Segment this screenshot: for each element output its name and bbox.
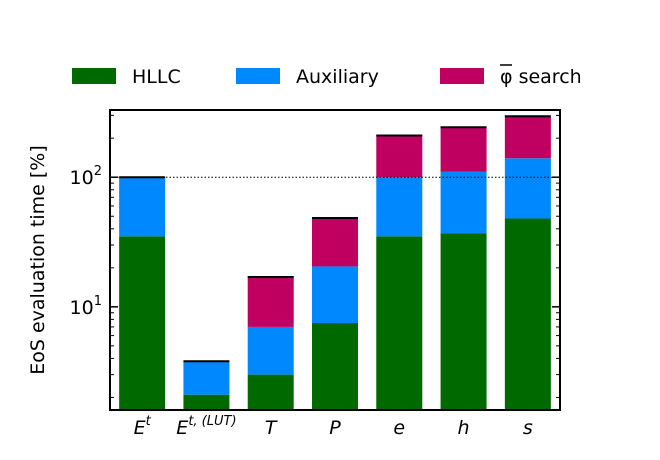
x-tick-label-0: Et [134,414,152,439]
x-tick-label-6: s [523,417,533,439]
bar-search-2 [247,276,294,327]
legend-label-auxiliary: Auxiliary [296,66,379,88]
bar-auxiliary-5 [440,171,487,234]
plot-border [109,109,561,411]
x-tick-label-5: h [458,417,470,439]
bar-hllc-4 [376,236,423,410]
x-tick-label-4: e [393,417,405,439]
bar-search-6 [504,116,551,159]
bars-group [119,115,551,410]
legend-swatch-search [440,68,484,84]
x-tick-label-3: P [329,417,341,439]
bar-hllc-5 [440,233,487,410]
bar-search-4 [376,135,423,178]
bar-auxiliary-3 [312,266,358,324]
y-axis-label: EoS evaluation time [%] [27,145,49,375]
legend: HLLC Auxiliary φ search [72,64,582,88]
x-tick-label-2: T [265,417,278,439]
bar-hllc-2 [247,374,294,410]
y-tick-label-0: 101 [70,294,102,319]
legend-label-search: φ search [500,66,582,88]
bar-hllc-6 [504,218,551,410]
bar-hllc-1 [183,394,230,410]
bar-search-5 [440,127,487,172]
x-tick-label-1: Et, (LUT) [176,414,236,439]
y-axis-ticks: 101 102 [70,114,560,398]
plot-frame [109,109,561,411]
legend-swatch-auxiliary [236,68,280,84]
bar-auxiliary-6 [504,158,551,219]
bar-auxiliary-0 [119,177,166,237]
bar-search-3 [312,217,358,267]
bar-auxiliary-2 [247,326,294,375]
y-tick-label-1: 102 [70,164,102,189]
bar-auxiliary-4 [376,177,423,237]
legend-swatch-hllc [72,68,116,84]
legend-label-hllc: HLLC [132,66,181,88]
bar-auxiliary-1 [183,361,230,395]
bar-hllc-0 [119,236,166,410]
bar-hllc-3 [312,323,358,410]
